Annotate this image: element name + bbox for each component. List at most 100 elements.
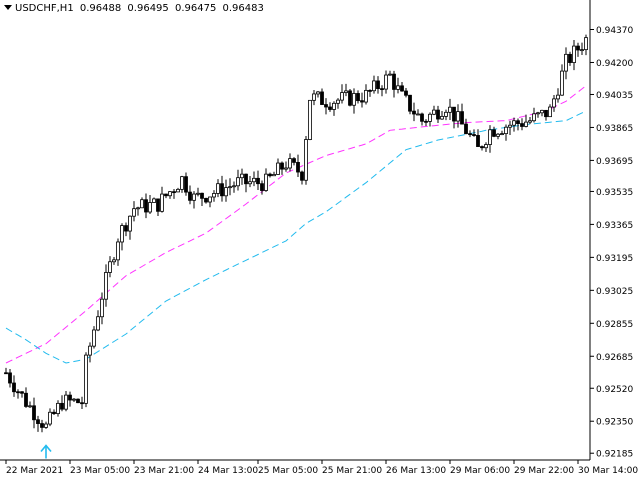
symbol-label: USDCHF,H1: [15, 3, 74, 14]
candle-body: [400, 85, 404, 92]
candle-body: [388, 73, 392, 76]
candle-body: [544, 109, 548, 118]
triangle-down-icon[interactable]: [4, 5, 12, 10]
candle-body: [216, 183, 220, 194]
candle: [556, 88, 560, 103]
candle: [96, 310, 100, 332]
candle: [164, 193, 168, 199]
candle-body: [500, 133, 504, 136]
candle: [156, 198, 160, 217]
candle: [84, 352, 88, 408]
candle: [196, 187, 200, 197]
candle-body: [420, 113, 424, 122]
candle: [428, 112, 432, 127]
candle: [116, 238, 120, 266]
candle-body: [312, 93, 316, 101]
candle: [268, 172, 272, 178]
candle: [304, 136, 308, 185]
candle: [348, 89, 352, 107]
candle-body: [584, 37, 588, 51]
candle-body: [108, 261, 112, 273]
candle-body: [408, 94, 412, 112]
candle: [100, 292, 104, 325]
candle-body: [560, 70, 564, 96]
candle-body: [268, 173, 272, 177]
price-tick-label: 0.92185: [596, 450, 633, 460]
candle: [464, 118, 468, 135]
candle: [564, 47, 568, 80]
candle: [440, 110, 444, 120]
candle: [40, 419, 44, 433]
high-value: 0.96495: [127, 3, 169, 14]
candle-body: [568, 53, 572, 63]
candle: [424, 119, 428, 126]
candle-body: [92, 329, 96, 347]
candle: [52, 409, 56, 415]
candle-body: [516, 120, 520, 124]
time-tick-label: 23 Mar 21:00: [134, 466, 194, 476]
candle-body: [100, 298, 104, 318]
candle: [472, 129, 476, 137]
candle-body: [168, 191, 172, 197]
time-axis-labels: 22 Mar 2021 23 Mar 05:00 23 Mar 21:00 24 Ma…: [5, 460, 638, 476]
candle: [548, 104, 552, 118]
candle-body: [512, 120, 516, 126]
candle-body: [48, 411, 52, 425]
candle: [360, 92, 364, 108]
candle-body: [552, 98, 556, 108]
candle-body: [348, 90, 352, 106]
candle-body: [20, 391, 24, 394]
candle: [112, 257, 116, 265]
candle: [148, 194, 152, 215]
price-tick-label: 0.93535: [596, 188, 633, 198]
candle: [184, 172, 188, 196]
candle-body: [68, 394, 72, 401]
candle: [388, 70, 392, 76]
candle: [260, 180, 264, 195]
candle: [144, 193, 148, 219]
candle-body: [4, 372, 8, 375]
candle-body: [460, 111, 464, 125]
candle-body: [376, 80, 380, 90]
candle-body: [472, 134, 476, 136]
ma-fast-line: [5, 85, 587, 364]
candle: [152, 197, 156, 203]
candle-body: [580, 49, 584, 52]
candle: [332, 101, 336, 116]
candle-body: [476, 135, 480, 147]
candle-body: [484, 144, 488, 149]
candle: [384, 70, 388, 94]
candle-body: [248, 181, 252, 185]
candle-body: [208, 196, 212, 203]
time-tick-label: 29 Mar 06:00: [450, 466, 510, 476]
candle: [240, 168, 244, 185]
candle: [248, 176, 252, 188]
candle: [88, 342, 92, 363]
candle: [316, 91, 320, 98]
candle: [224, 179, 228, 202]
candle-body: [292, 158, 296, 163]
candle-body: [572, 45, 576, 63]
candle-body: [324, 104, 328, 108]
candle: [528, 117, 532, 125]
candle: [132, 201, 136, 222]
candle-body: [200, 192, 204, 199]
candle-body: [524, 121, 528, 127]
candle-body: [320, 91, 324, 105]
candle: [444, 109, 448, 121]
candle-body: [416, 113, 420, 116]
candle-body: [56, 402, 60, 415]
candle-body: [196, 192, 200, 195]
candle: [396, 77, 400, 94]
price-tick-label: 0.93365: [596, 221, 633, 231]
candle: [300, 170, 304, 185]
candle: [216, 179, 220, 198]
candle-body: [260, 183, 264, 191]
candle-body: [44, 423, 48, 428]
candle: [36, 415, 40, 432]
candle-body: [296, 161, 300, 173]
candle-body: [188, 191, 192, 201]
chart-axes: [0, 0, 591, 461]
